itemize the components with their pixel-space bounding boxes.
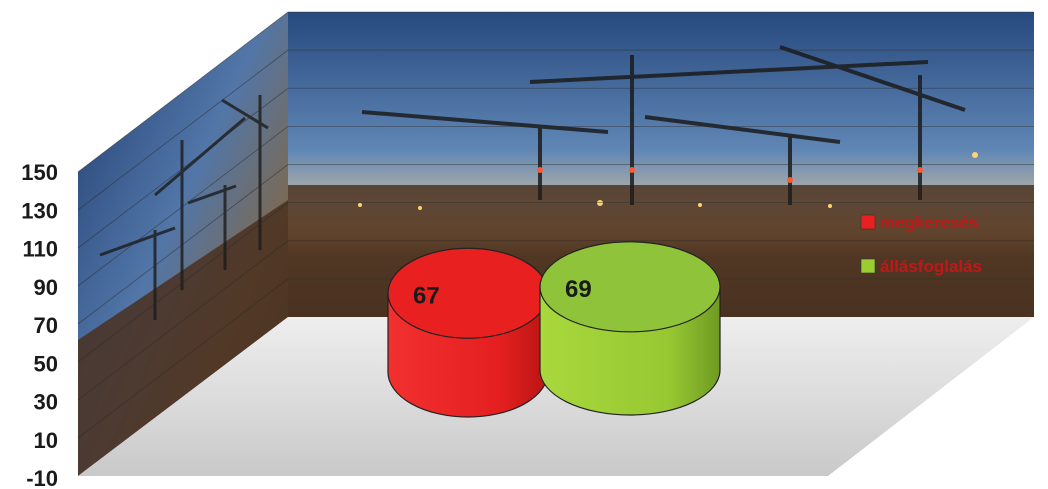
y-tick-label: 150 xyxy=(21,160,58,185)
y-tick-label: 50 xyxy=(34,351,58,376)
legend-label: állásfoglalás xyxy=(880,257,982,276)
gridline-side xyxy=(77,49,289,211)
y-tick-label: -10 xyxy=(26,466,58,489)
y-tick-label: 70 xyxy=(34,313,58,338)
gridline-side xyxy=(77,164,289,325)
y-axis: -10 10 30 50 70 90 110 130 150 xyxy=(21,160,58,489)
bar-top xyxy=(539,241,721,333)
y-tick-label: 30 xyxy=(34,390,58,415)
gridline-side xyxy=(77,11,289,173)
y-tick-label: 110 xyxy=(23,237,59,262)
bar-top xyxy=(387,247,549,339)
gridline-side xyxy=(77,202,289,363)
gridline-side xyxy=(77,278,289,439)
legend-label: megkeresés xyxy=(880,213,978,232)
bar-1: 67 xyxy=(387,247,549,418)
y-tick-label: 90 xyxy=(34,275,58,300)
data-label: 69 xyxy=(565,276,592,303)
legend-swatch xyxy=(860,258,876,274)
data-label: 67 xyxy=(413,282,440,309)
floor xyxy=(78,317,1034,476)
y-tick-label: 130 xyxy=(21,198,58,223)
gridline-side xyxy=(77,87,289,249)
gridline-side xyxy=(77,240,289,401)
legend-swatch xyxy=(860,214,876,230)
bars: 67 69 xyxy=(387,241,721,418)
gridline-side xyxy=(77,126,289,287)
bar-2: 69 xyxy=(539,241,721,416)
legend: megkeresés állásfoglalás xyxy=(860,213,982,276)
y-tick-label: 10 xyxy=(34,428,58,453)
